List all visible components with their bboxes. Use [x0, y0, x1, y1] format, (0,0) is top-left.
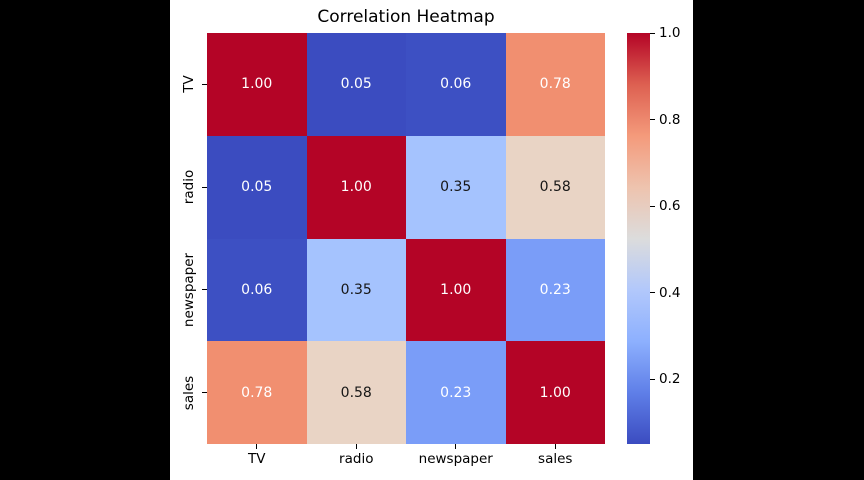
x-tick-label-TV: TV [248, 451, 266, 467]
y-tick-label-radio: radio [181, 169, 197, 205]
y-tick-label-sales: sales [181, 375, 197, 410]
colorbar-tick-mark [650, 292, 655, 294]
heatmap-cell-radio-sales: 0.58 [505, 135, 605, 239]
x-tick-label-newspaper: newspaper [418, 451, 493, 467]
colorbar-tick-mark [650, 32, 655, 34]
colorbar-tick-label-0.4: 0.4 [659, 284, 681, 301]
colorbar-tick-mark [650, 205, 655, 207]
heatmap-cell-radio-newspaper: 0.35 [406, 135, 506, 239]
x-tick-mark [355, 444, 357, 449]
y-tick-mark [202, 186, 207, 188]
colorbar [627, 33, 650, 444]
colorbar-tick-mark [650, 119, 655, 121]
x-tick-label-radio: radio [339, 451, 374, 467]
x-tick-label-sales: sales [538, 451, 573, 467]
x-tick-mark [554, 444, 556, 449]
heatmap-cell-newspaper-newspaper: 1.00 [406, 238, 506, 342]
y-tick-label-TV: TV [181, 75, 197, 94]
heatmap-cell-newspaper-TV: 0.06 [207, 238, 307, 342]
colorbar-tick-label-0.2: 0.2 [659, 371, 681, 388]
heatmap-cell-sales-newspaper: 0.23 [406, 341, 506, 444]
heatmap-cell-sales-TV: 0.78 [207, 341, 307, 444]
heatmap-cell-TV-sales: 0.78 [505, 33, 605, 136]
colorbar-tick-label-0.6: 0.6 [659, 198, 681, 215]
heatmap-cell-radio-TV: 0.05 [207, 135, 307, 239]
chart-title: Correlation Heatmap [317, 7, 495, 27]
y-tick-mark [202, 392, 207, 394]
heatmap-cell-TV-TV: 1.00 [207, 33, 307, 136]
colorbar-tick-label-0.8: 0.8 [659, 111, 681, 128]
figure-panel: Correlation Heatmap 1.00 0.05 0.06 0.78 0.05… [170, 0, 693, 480]
heatmap-cell-newspaper-radio: 0.35 [306, 238, 406, 342]
x-tick-mark [455, 444, 457, 449]
heatmap-cell-sales-radio: 0.58 [306, 341, 406, 444]
heatmap-cell-newspaper-sales: 0.23 [505, 238, 605, 342]
x-tick-mark [256, 444, 258, 449]
y-tick-mark [202, 83, 207, 85]
colorbar-tick-mark [650, 378, 655, 380]
colorbar-tick-label-1.0: 1.0 [659, 25, 681, 41]
heatmap-cell-sales-sales: 1.00 [505, 341, 605, 444]
y-tick-mark [202, 289, 207, 291]
heatmap-cell-radio-radio: 1.00 [306, 135, 406, 239]
y-tick-label-newspaper: newspaper [181, 252, 197, 327]
heatmap-cell-TV-newspaper: 0.06 [406, 33, 506, 136]
heatmap-cell-TV-radio: 0.05 [306, 33, 406, 136]
heatmap-grid: 1.00 0.05 0.06 0.78 0.05 1.00 0.35 0.58 0.06 0.35… [207, 33, 605, 444]
